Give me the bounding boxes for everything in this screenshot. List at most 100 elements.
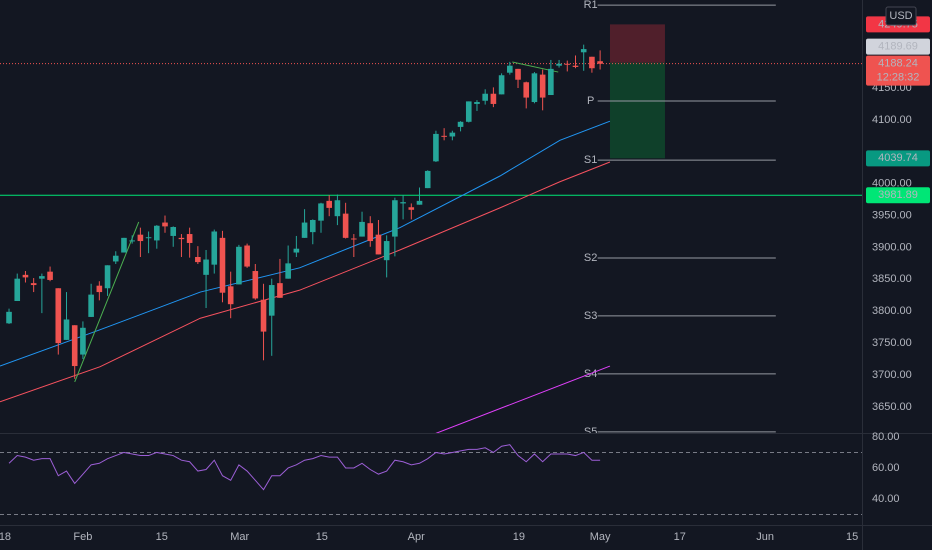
candle-body [121,237,127,253]
candle-body [375,234,382,255]
candle-body [137,234,144,242]
candle-body [408,207,415,210]
x-tick-label: 18 [0,531,11,543]
candle-body [531,73,538,103]
candle-body [474,102,480,104]
x-tick-label: 15 [846,531,858,543]
candle-body [392,200,398,237]
indicator-line [0,120,611,367]
x-tick-label: 15 [156,531,168,543]
entry-price-tag-bg [866,38,930,55]
stop-price-tag: 4039.74 [878,152,918,164]
candle-body [449,132,456,137]
candle-body [507,65,513,73]
candle-body [359,221,365,237]
candle-body [96,285,103,293]
candle-body [548,68,554,96]
candle-body [145,237,152,239]
last-price-tag: 4188.24 [878,58,918,70]
candle-body [88,294,94,317]
rsi-tick-label: 80.00 [872,431,900,443]
candle-body [490,93,497,104]
candle-body [515,68,521,80]
rsi-tick-label: 60.00 [872,462,900,474]
candle-body [433,133,439,162]
candle-body [416,200,423,205]
candle-body [30,283,37,286]
candle-body [465,101,472,122]
pivot-label: S5 [584,426,597,438]
candle-body [6,311,12,324]
candle-body [293,248,300,253]
candle-body [154,225,160,241]
candle-body [211,231,218,265]
x-tick-label: Jun [756,531,774,543]
candle-body [63,319,70,340]
candle-body [564,63,571,65]
y-tick-label: 3850.00 [872,273,912,285]
candle-body [523,82,530,98]
candle-body [597,61,603,64]
candle-body [39,276,45,279]
candle-body [55,288,62,344]
x-tick-label: Apr [408,531,425,543]
candle-body [112,255,119,262]
candle-body [580,49,587,53]
horizontal-line-tag-bg [866,187,930,204]
candle-body [326,200,333,208]
candle-body [22,274,29,278]
candle-body [424,170,431,189]
rsi-line [8,444,601,491]
y-tick-label: 3700.00 [872,369,912,381]
y-tick-label: 4100.00 [872,114,912,126]
countdown: 12:28:32 [877,72,920,84]
x-tick-label: Mar [230,531,249,543]
candle-body [71,325,78,367]
candle-body [498,75,505,95]
y-tick-label: 3650.00 [872,401,912,413]
candle-body [309,220,316,233]
candle-body [400,202,406,204]
candle-body [383,241,390,261]
candle-body [227,286,234,305]
pivot-label: S1 [584,154,597,166]
candle-body [572,65,579,67]
candle-body [589,56,595,69]
currency-label: USD [889,10,912,22]
y-tick-label: 3950.00 [872,209,912,221]
candle-body [367,223,374,242]
candle-body [260,299,267,332]
indicator-line [0,161,611,403]
candle-body [162,222,168,227]
pivot-label: P [587,95,594,107]
candle-body [203,259,209,275]
position-target-zone [609,24,665,63]
candle-body [186,234,193,243]
candle-body [268,285,275,316]
candle-body [47,271,53,280]
y-tick-label: 3800.00 [872,305,912,317]
y-tick-label: 3900.00 [872,241,912,253]
stop-price-tag-bg [866,150,930,167]
position-stop-zone [609,62,665,159]
pivot-label: S2 [584,252,597,264]
candle-body [342,213,349,238]
x-tick-label: Feb [73,531,92,543]
candle-body [170,227,177,236]
candle-body [14,278,21,301]
candle-body [301,222,308,238]
candle-body [178,237,185,240]
candle-body [318,203,324,221]
candle-body [539,74,546,98]
last-price-tag-bg [866,55,930,86]
x-tick-label: 15 [316,531,328,543]
candle-body [556,63,562,66]
candle-body [129,240,135,242]
candle-body [104,265,111,289]
horizontal-line-tag: 3981.89 [878,189,918,201]
candle-body [334,200,341,217]
rsi-tick-label: 40.00 [872,493,900,505]
